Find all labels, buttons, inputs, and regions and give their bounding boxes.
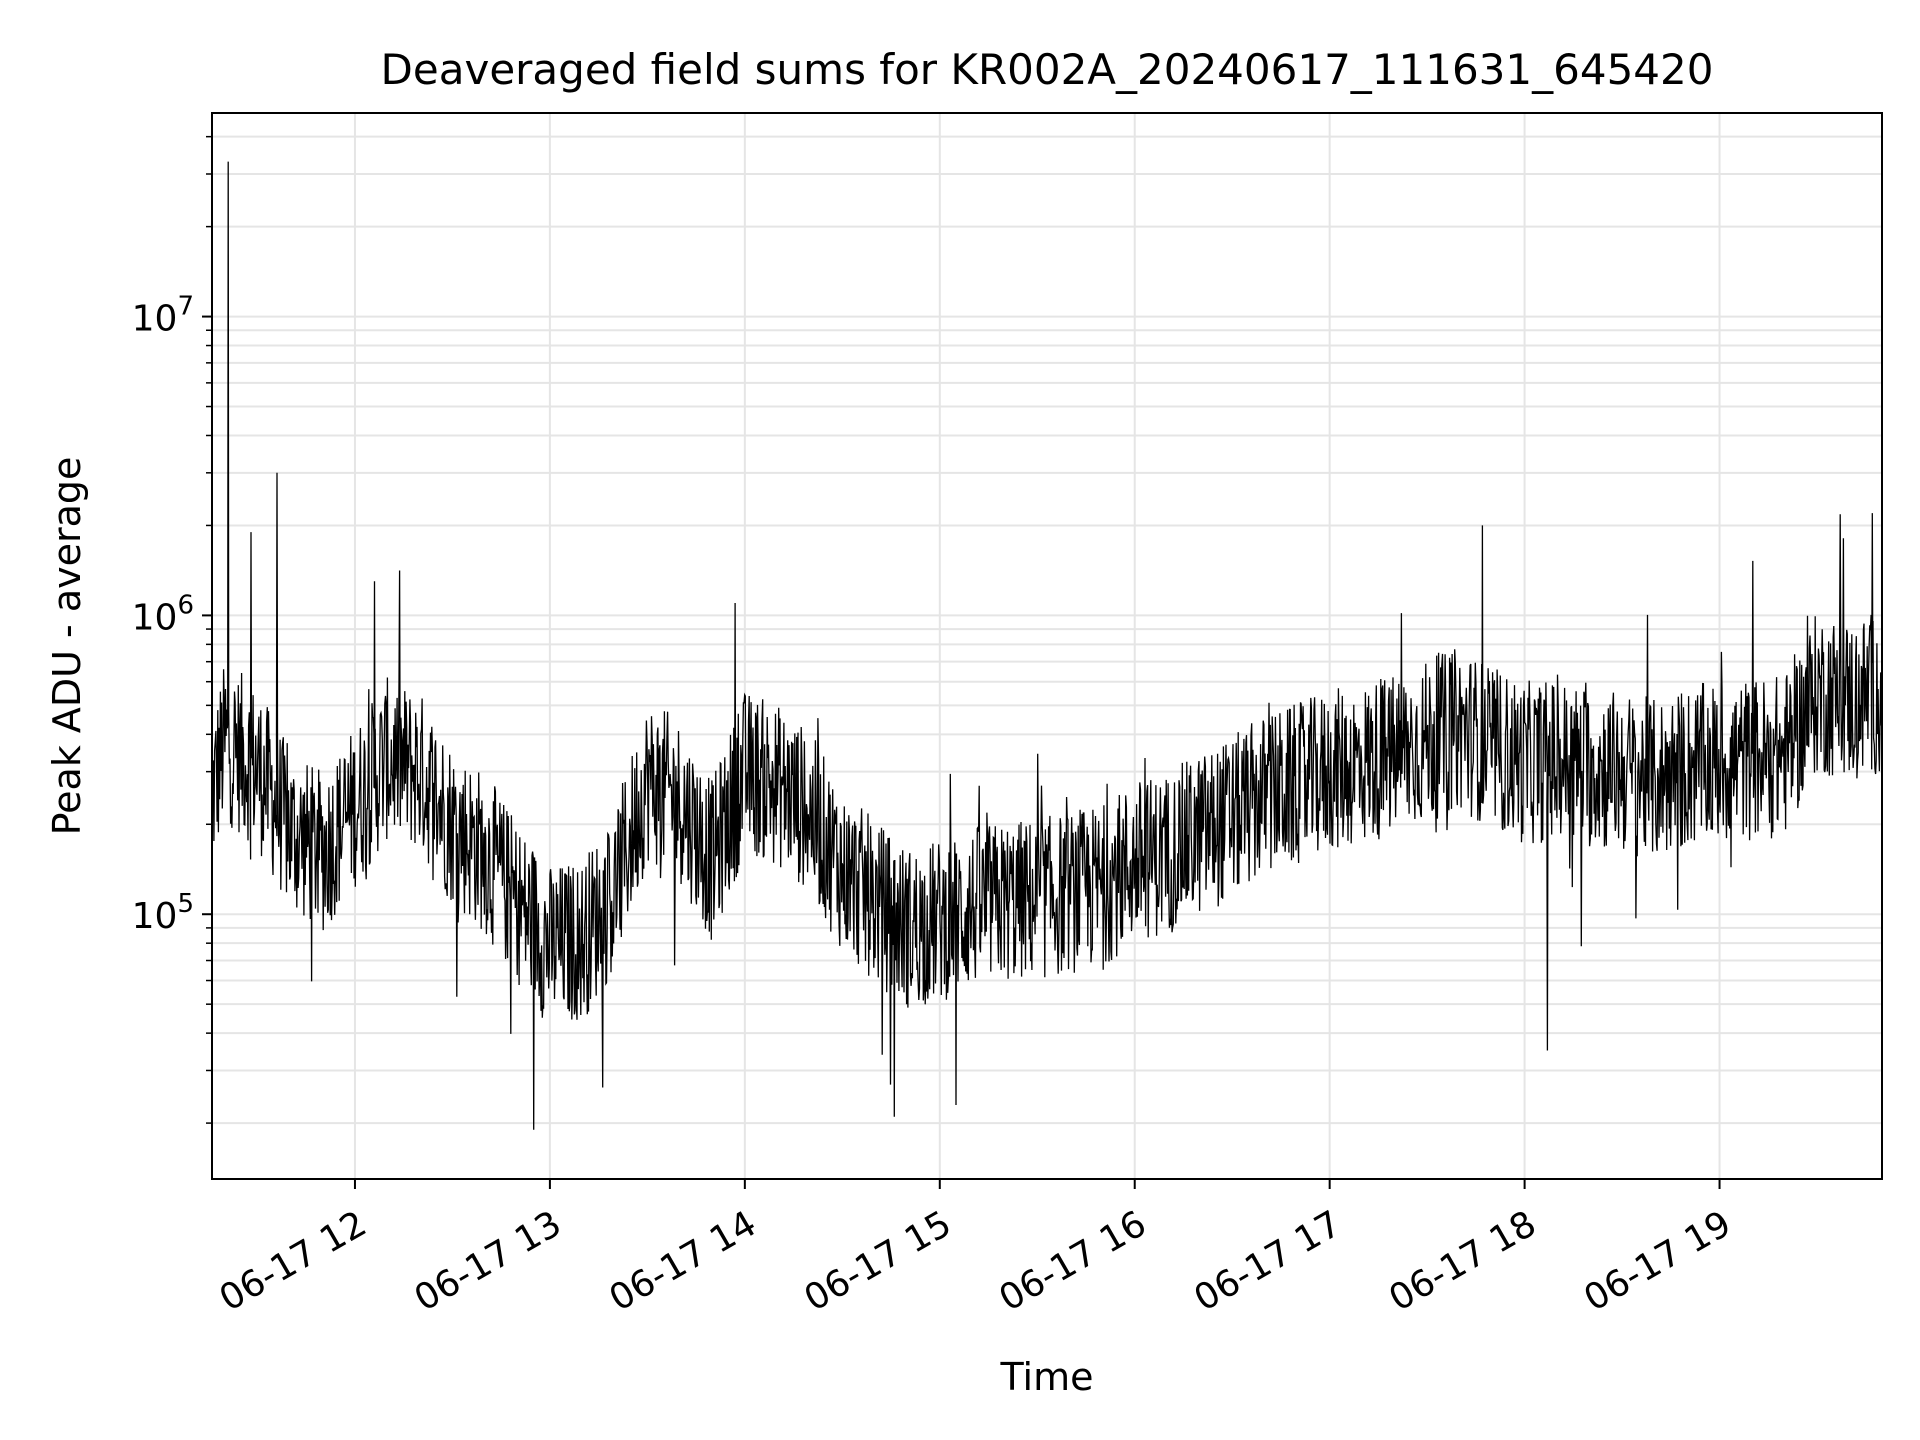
x-axis-label: Time — [1000, 1355, 1094, 1399]
y-axis: 105 106 107 — [132, 135, 212, 1124]
y-axis-label: Peak ADU - average — [45, 457, 89, 836]
y-tick-label: 107 — [132, 292, 194, 340]
series-line — [211, 161, 1883, 1130]
chart-title: Deaveraged field sums for KR002A_2024061… — [381, 45, 1714, 94]
y-tick-label: 105 — [132, 889, 194, 937]
plot-frame — [211, 112, 1883, 1180]
data-line — [211, 161, 1883, 1130]
y-tick-label: 106 — [132, 590, 194, 638]
